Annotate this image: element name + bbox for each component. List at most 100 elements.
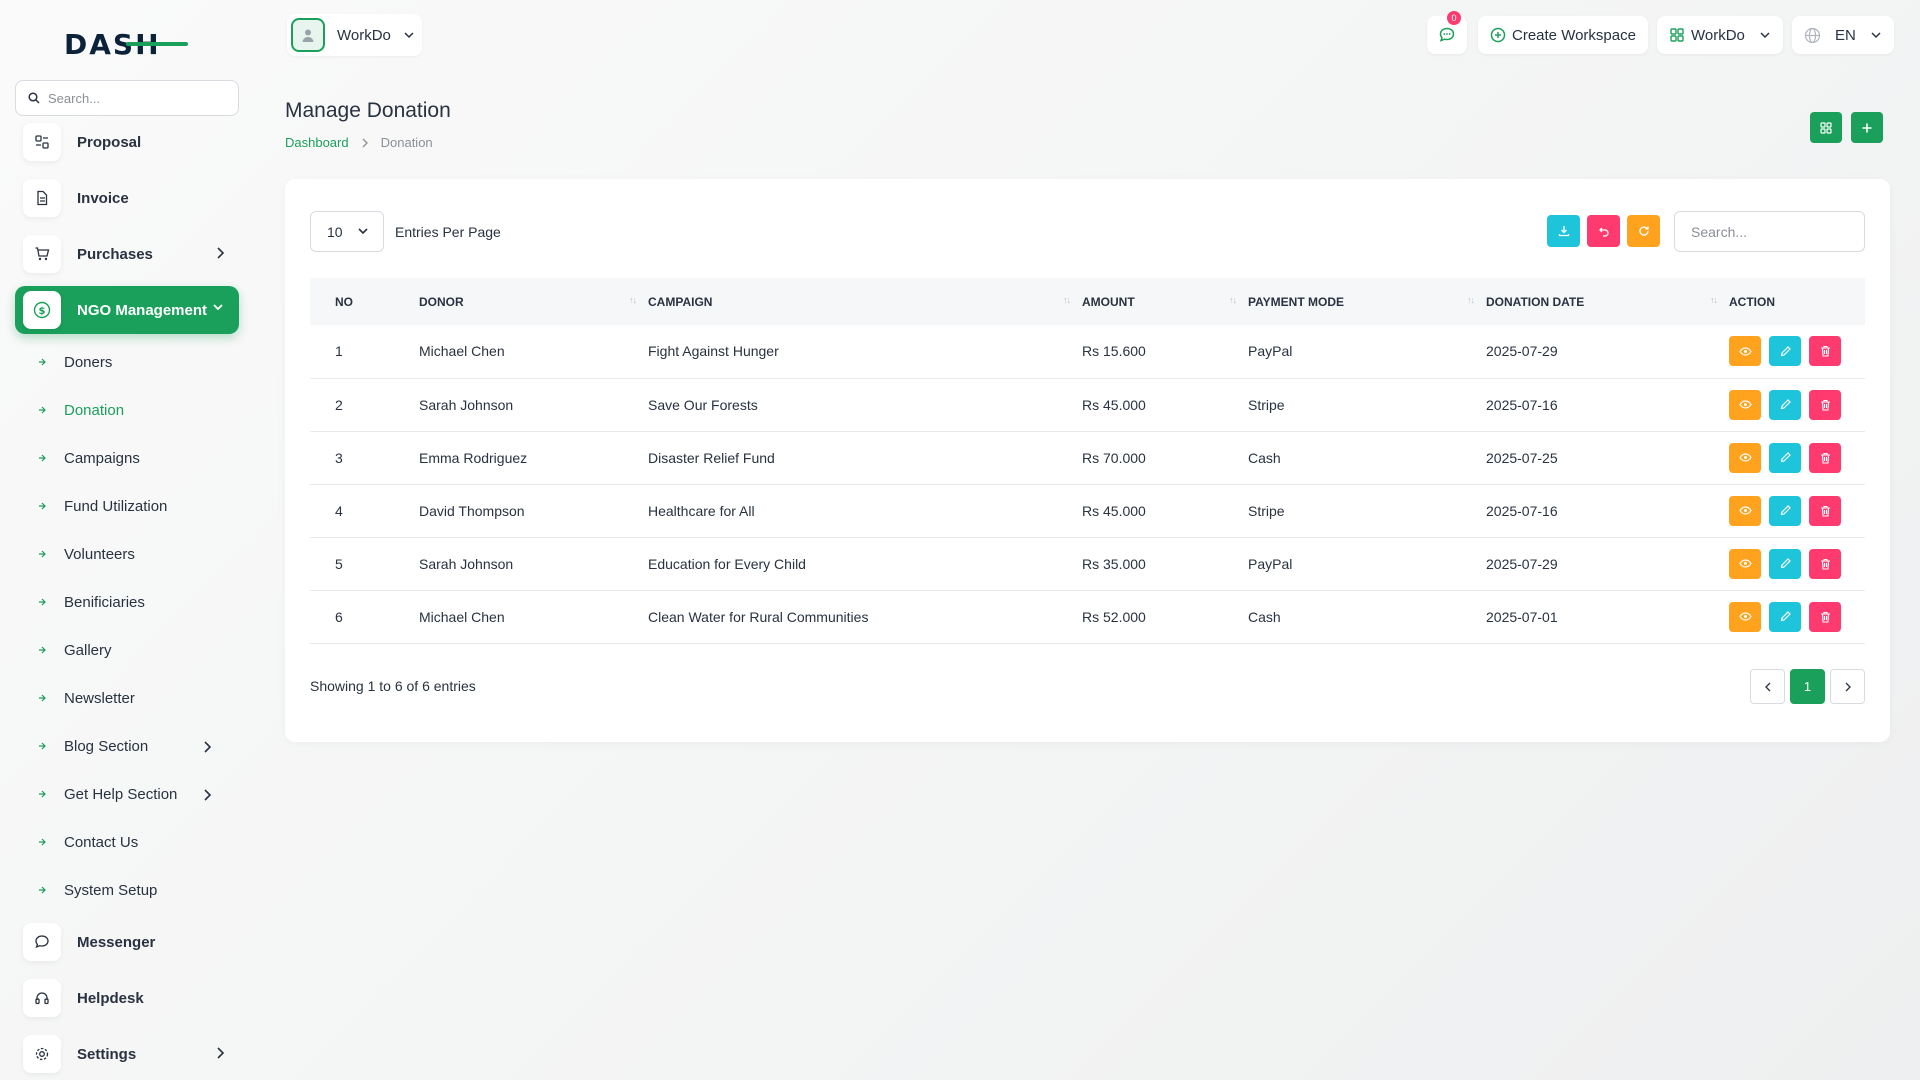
sidebar-subitem-donation[interactable]: Donation [38, 395, 238, 425]
cell-campaign: Disaster Relief Fund [648, 449, 775, 466]
pagination-prev-button[interactable] [1750, 669, 1785, 704]
chevron-right-icon [217, 1047, 225, 1059]
sidebar-item-settings[interactable]: Settings [15, 1030, 239, 1078]
edit-button[interactable] [1769, 442, 1801, 473]
refresh-icon [1638, 226, 1649, 236]
sidebar-item-messenger[interactable]: Messenger [15, 918, 239, 966]
eye-icon [1738, 559, 1752, 568]
messages-button[interactable]: 0 [1427, 11, 1467, 54]
sort-icon: ↑↓ [1229, 295, 1237, 305]
cell-donor: Emma Rodriguez [419, 449, 528, 466]
cell-donation-date: 2025-07-29 [1486, 555, 1558, 572]
add-donation-button[interactable] [1851, 112, 1883, 143]
page-title: Manage Donation [285, 99, 451, 122]
column-header-donation-date[interactable]: Donation Date ↑↓ [1486, 278, 1729, 325]
table-search-input[interactable] [1674, 211, 1865, 252]
sidebar-subitem-volunteers[interactable]: Volunteers [38, 539, 238, 569]
sidebar-subitem-fund-utilization[interactable]: Fund Utilization [38, 491, 238, 521]
sidebar-subitem-label: Fund Utilization [64, 497, 168, 515]
column-header-label: Donation Date [1486, 294, 1585, 309]
view-button[interactable] [1729, 442, 1761, 473]
edit-button[interactable] [1769, 495, 1801, 526]
bullet-icon [38, 454, 46, 462]
sidebar-subitem-newsletter[interactable]: Newsletter [38, 683, 238, 713]
column-header-label: No [335, 294, 353, 309]
view-button[interactable] [1729, 548, 1761, 579]
sidebar-subitem-get-help-section[interactable]: Get Help Section [38, 779, 238, 809]
chevron-right-icon [204, 741, 212, 753]
sidebar-item-ngo-management[interactable]: $ NGO Management [15, 286, 239, 334]
chevron-right-icon [1845, 682, 1851, 691]
chevron-right-icon [217, 247, 225, 259]
breadcrumb-dashboard[interactable]: Dashboard [285, 135, 349, 150]
grid-view-button[interactable] [1810, 112, 1842, 143]
sidebar-subitem-gallery[interactable]: Gallery [38, 635, 238, 665]
export-button[interactable] [1547, 215, 1580, 247]
delete-button[interactable] [1809, 601, 1841, 632]
cell-amount: Rs 70.000 [1082, 449, 1146, 466]
dash-logo[interactable]: DASH [64, 28, 190, 60]
sidebar-subitem-contact-us[interactable]: Contact Us [38, 827, 238, 857]
sidebar-search-input[interactable] [48, 90, 218, 106]
cell-campaign: Save Our Forests [648, 396, 758, 413]
sidebar-subitem-system-setup[interactable]: System Setup [38, 875, 238, 905]
edit-button[interactable] [1769, 548, 1801, 579]
view-button[interactable] [1729, 336, 1761, 367]
edit-button[interactable] [1769, 601, 1801, 632]
delete-button[interactable] [1809, 442, 1841, 473]
sidebar-item-helpdesk[interactable]: Helpdesk [15, 974, 239, 1022]
sidebar-subitem-campaigns[interactable]: Campaigns [38, 443, 238, 473]
edit-button[interactable] [1769, 389, 1801, 420]
plus-circle-icon [1490, 27, 1506, 43]
cell-campaign: Fight Against Hunger [648, 343, 779, 360]
eye-icon [1738, 506, 1752, 515]
column-header-campaign[interactable]: Campaign ↑↓ [648, 278, 1082, 325]
sidebar-subitem-benificiaries[interactable]: Benificiaries [38, 587, 238, 617]
delete-button[interactable] [1809, 336, 1841, 367]
view-button[interactable] [1729, 389, 1761, 420]
column-header-no[interactable]: No [310, 278, 419, 325]
delete-button[interactable] [1809, 495, 1841, 526]
undo-icon [1598, 227, 1609, 237]
cell-no: 3 [335, 449, 343, 466]
sidebar-subitem-blog-section[interactable]: Blog Section [38, 731, 238, 761]
cell-no: 6 [335, 608, 343, 625]
reset-button[interactable] [1587, 215, 1620, 247]
eye-icon [1738, 347, 1752, 356]
sidebar-item-invoice[interactable]: Invoice [15, 174, 239, 222]
entries-per-page-select[interactable]: 10 [310, 211, 384, 252]
view-button[interactable] [1729, 601, 1761, 632]
delete-button[interactable] [1809, 548, 1841, 579]
cell-actions [1729, 590, 1865, 643]
sidebar-item-label: Messenger [77, 933, 156, 951]
sidebar-search[interactable] [15, 80, 239, 116]
create-workspace-button[interactable]: Create Workspace [1478, 16, 1648, 54]
pencil-icon [1780, 505, 1791, 516]
delete-button[interactable] [1809, 389, 1841, 420]
workspace-switcher[interactable]: WorkDo [287, 14, 422, 56]
pagination-page-button[interactable]: 1 [1790, 669, 1825, 704]
entries-per-page-label: Entries Per Page [395, 224, 501, 240]
cell-donation-date: 2025-07-16 [1486, 502, 1558, 519]
workdo-menu[interactable]: WorkDo [1657, 16, 1783, 54]
sidebar-item-label: Helpdesk [77, 989, 144, 1007]
sidebar-item-proposal[interactable]: Proposal [15, 118, 239, 166]
headset-icon [23, 979, 61, 1017]
column-header-payment-mode[interactable]: Payment Mode ↑↓ [1248, 278, 1486, 325]
pagination-next-button[interactable] [1830, 669, 1865, 704]
bullet-icon [38, 406, 46, 414]
avatar [291, 18, 325, 52]
column-header-donor[interactable]: Donor ↑↓ [419, 278, 648, 325]
file-icon [23, 179, 61, 217]
bullet-icon [38, 886, 46, 894]
reload-button[interactable] [1627, 215, 1660, 247]
view-button[interactable] [1729, 495, 1761, 526]
language-selector[interactable]: EN [1792, 16, 1894, 54]
notification-badge: 0 [1447, 11, 1461, 25]
sidebar-item-purchases[interactable]: Purchases [15, 230, 239, 278]
cell-no: 4 [335, 502, 343, 519]
column-header-amount[interactable]: Amount ↑↓ [1082, 278, 1248, 325]
sidebar-subitem-doners[interactable]: Doners [38, 347, 238, 377]
chat-icon [23, 923, 61, 961]
edit-button[interactable] [1769, 336, 1801, 367]
